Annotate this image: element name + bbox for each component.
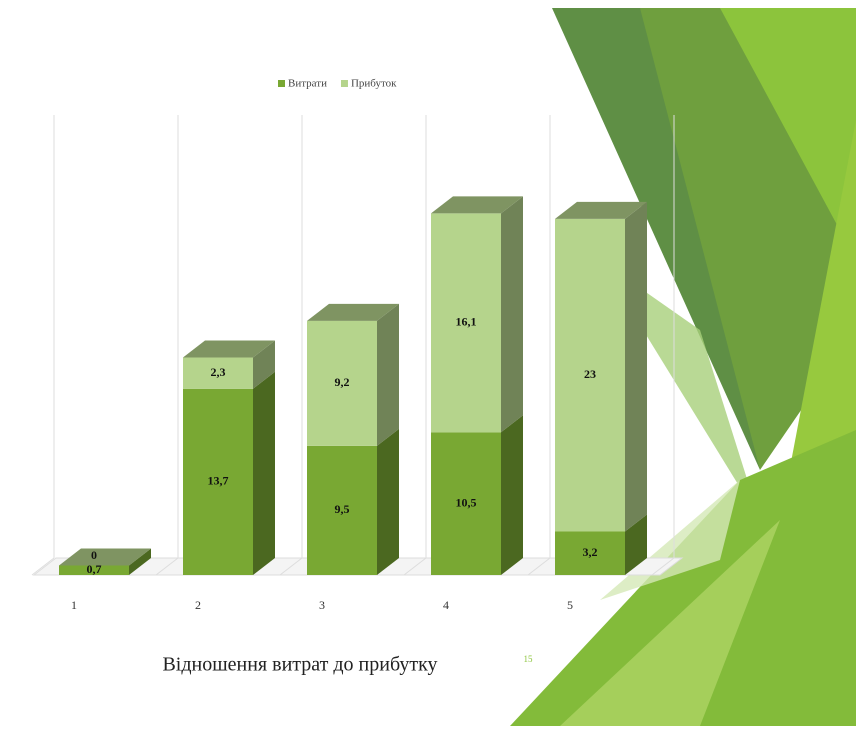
bar [307, 445, 377, 575]
bar [555, 531, 625, 575]
value-label: 23 [584, 367, 596, 381]
value-label: 0 [91, 548, 97, 562]
bar [431, 432, 501, 575]
bar-side [253, 340, 275, 389]
plot: Витрати Прибуток10,70213,72,339,59,2410,5… [31, 78, 684, 612]
legend-label: Витрати [288, 78, 327, 90]
category-grid-line [31, 557, 55, 576]
legend-swatch [340, 80, 348, 87]
bar-side [625, 201, 647, 532]
x-tick-label: 3 [319, 598, 325, 612]
category-grid-line [155, 557, 179, 576]
category-grid-line [279, 557, 303, 576]
bar-side [625, 514, 647, 575]
x-tick-label: 4 [443, 598, 449, 612]
legend-label: Прибуток [351, 78, 397, 90]
bar-top [431, 196, 523, 214]
bar-top [183, 340, 275, 358]
category-grid-line [651, 557, 675, 576]
bar-side [377, 303, 399, 446]
category-grid-line [403, 557, 427, 576]
bar [59, 565, 129, 575]
bar-side [253, 371, 275, 575]
category-grid-line [527, 557, 551, 576]
bar-side [501, 415, 523, 575]
bar [431, 213, 501, 433]
x-tick-label: 5 [567, 598, 573, 612]
bar [183, 388, 253, 575]
x-tick-label: 1 [71, 598, 77, 612]
x-tick-label: 2 [195, 598, 201, 612]
value-label: 2,3 [211, 365, 226, 379]
shape [510, 430, 856, 726]
value-label: 3,2 [583, 545, 598, 559]
bar [555, 218, 625, 532]
shape [560, 520, 780, 726]
bar-top [307, 303, 399, 321]
chart-title: Відношення витрат до прибутку [162, 654, 437, 676]
value-label: 13,7 [208, 474, 229, 488]
bar-side [501, 196, 523, 433]
page-number: 15 [524, 654, 534, 664]
legend-swatch [278, 80, 285, 87]
bar-top [59, 548, 151, 566]
value-label: 9,5 [335, 502, 350, 516]
value-label: 16,1 [456, 315, 477, 329]
value-label: 10,5 [456, 495, 477, 509]
bar-top [555, 201, 647, 219]
bar [307, 320, 377, 446]
bar-side [129, 548, 151, 575]
value-label: 9,2 [335, 375, 350, 389]
bar [183, 357, 253, 389]
bar-side [377, 428, 399, 575]
shape [720, 8, 856, 260]
